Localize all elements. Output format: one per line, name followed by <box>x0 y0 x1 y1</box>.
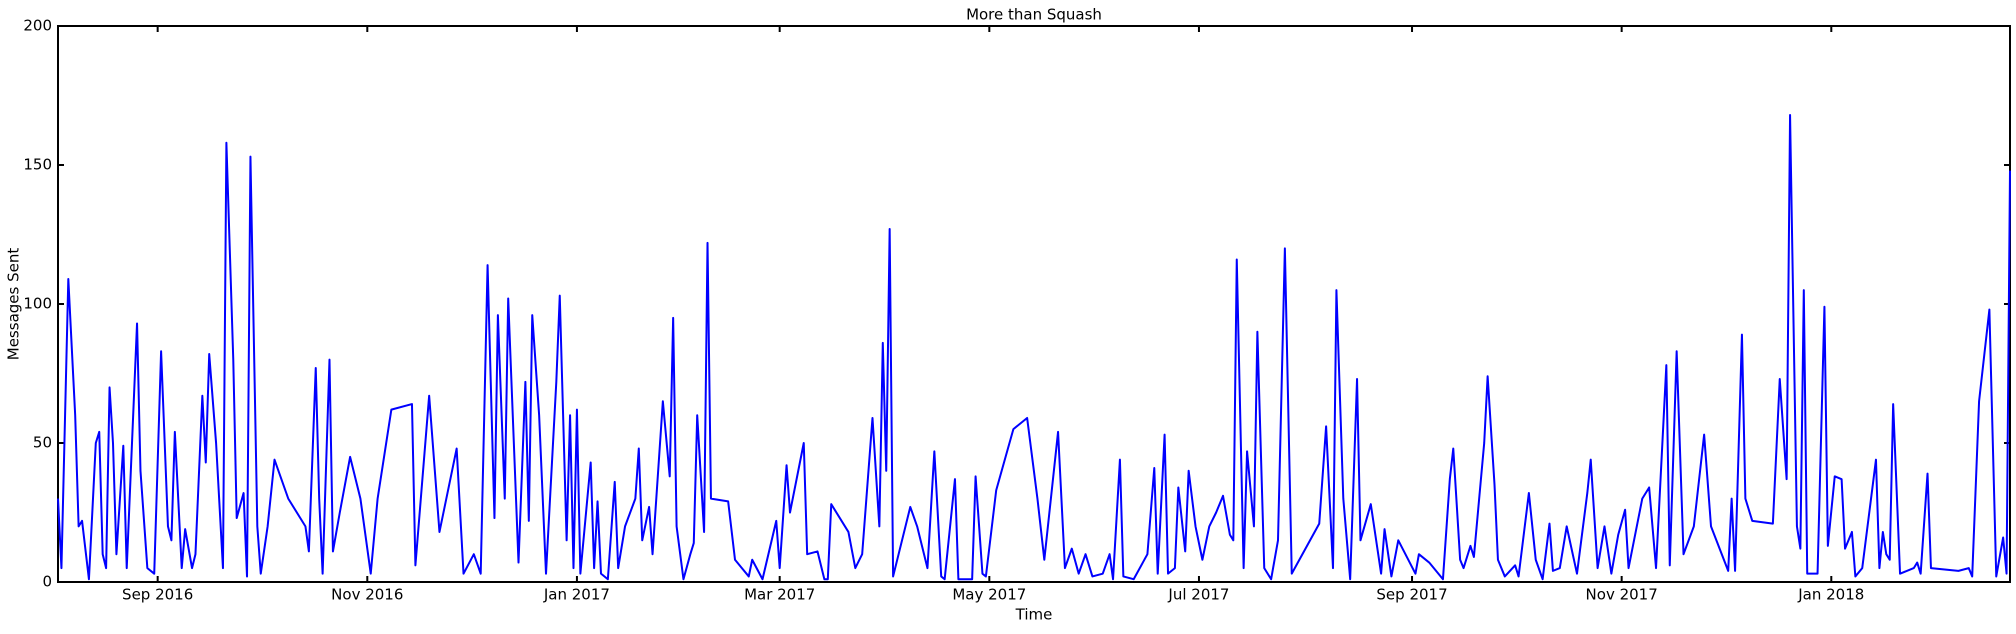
x-tick-label: Sep 2017 <box>1376 586 1447 604</box>
plot-frame <box>57 25 2011 583</box>
y-tick-label: 200 <box>23 17 52 35</box>
x-tick-label: Sep 2016 <box>122 586 193 604</box>
x-tick-label: Nov 2017 <box>1586 586 1658 604</box>
y-tick-label: 150 <box>23 156 52 174</box>
x-tick-label: May 2017 <box>952 586 1026 604</box>
x-tick-label: Jan 2017 <box>543 586 610 604</box>
y-tick-label: 50 <box>33 434 52 452</box>
y-axis-label: Messages Sent <box>5 248 23 361</box>
x-tick-label: Jan 2018 <box>1797 586 1864 604</box>
x-tick-label: Nov 2016 <box>331 586 403 604</box>
x-axis-label: Time <box>1015 606 1053 624</box>
y-tick-label: 100 <box>23 295 52 313</box>
y-tick-label: 0 <box>42 573 52 591</box>
x-tick-label: Mar 2017 <box>744 586 815 604</box>
chart-title: More than Squash <box>966 6 1102 24</box>
data-line <box>57 113 2011 581</box>
x-tick-label: Jul 2017 <box>1167 586 1229 604</box>
